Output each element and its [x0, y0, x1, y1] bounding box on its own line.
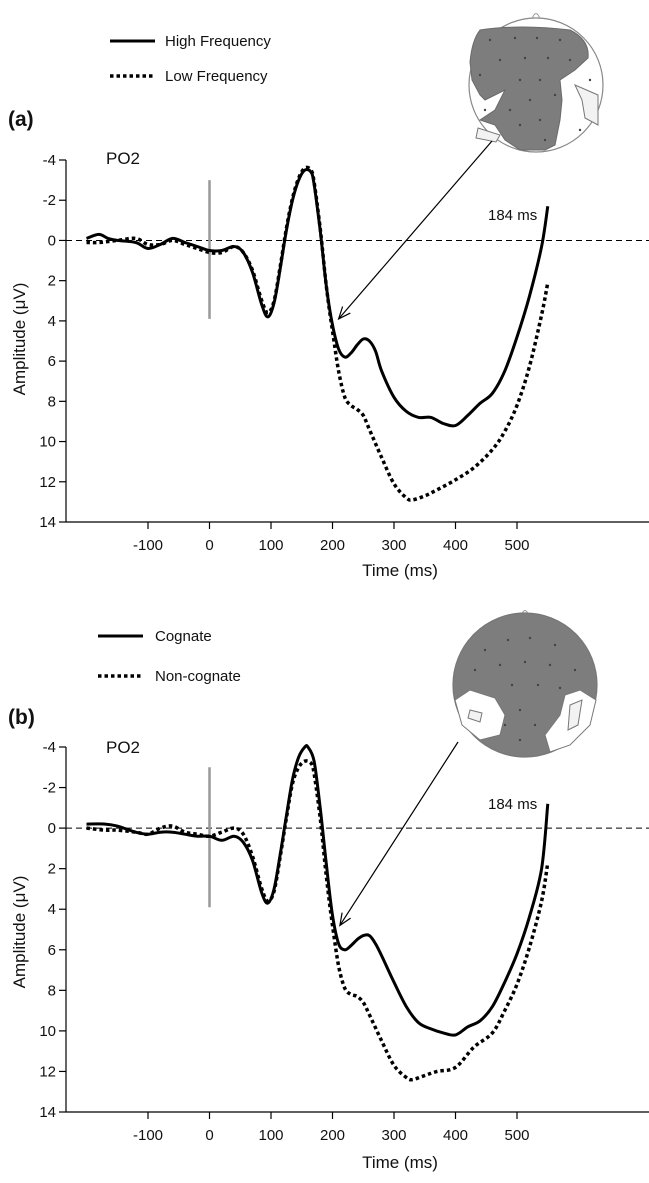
scalp-topography-map-a [468, 13, 604, 153]
y-tick-label: 4 [48, 901, 56, 918]
y-tick-label: 12 [39, 474, 56, 491]
legend-label-cognate: Cognate [155, 628, 212, 645]
x-tick-label: -100 [133, 537, 163, 554]
x-tick-label: 500 [504, 537, 529, 554]
y-tick-label: 14 [39, 1104, 56, 1121]
latency-annotation-a: 184 ms [488, 207, 537, 224]
y-tick-label: 6 [48, 353, 56, 370]
series-line-high-frequency [85, 167, 550, 428]
panel-label-a: (a) [8, 108, 34, 131]
x-tick-label: -100 [133, 1127, 163, 1144]
panel-label-b: (b) [8, 706, 35, 729]
x-axis-label-a: Time (ms) [362, 561, 438, 580]
axes-a: -4 -2 0 2 4 6 8 10 12 14 -100 0 100 200 300 400 500 [39, 152, 649, 554]
annotation-arrowhead-a [337, 306, 351, 321]
y-tick-label: 8 [48, 982, 56, 999]
annotation-arrow-a [338, 140, 493, 320]
x-tick-label: 200 [320, 1127, 345, 1144]
annotation-arrowhead-b [339, 912, 351, 927]
y-tick-label: 10 [39, 434, 56, 451]
y-tick-label: -4 [43, 152, 56, 169]
panel-b: Cognate Non-cognate (b) PO2 184 ms -4 -2 0… [8, 610, 649, 1172]
plot-a [66, 165, 649, 502]
y-tick-label: 2 [48, 861, 56, 878]
legend-label-low-frequency: Low Frequency [165, 68, 268, 85]
channel-label-a: PO2 [106, 149, 140, 168]
y-axis-label-b: Amplitude (μV) [10, 876, 29, 989]
latency-annotation-b: 184 ms [488, 796, 537, 813]
series-line-non-cognate [86, 759, 550, 1082]
legend-a: High Frequency Low Frequency [110, 33, 271, 85]
legend-label-non-cognate: Non-cognate [155, 668, 241, 685]
y-tick-label: 2 [48, 273, 56, 290]
y-tick-label: 0 [48, 232, 56, 249]
y-tick-label: 10 [39, 1023, 56, 1040]
y-tick-label: 0 [48, 820, 56, 837]
y-tick-label: 4 [48, 313, 56, 330]
channel-label-b: PO2 [106, 738, 140, 757]
x-tick-label: 300 [381, 537, 406, 554]
y-tick-label: -4 [43, 739, 56, 756]
panel-a: High Frequency Low Frequency (a) PO2 184… [8, 13, 649, 580]
x-tick-label: 200 [320, 537, 345, 554]
x-axis-label-b: Time (ms) [362, 1153, 438, 1172]
legend-label-high-frequency: High Frequency [165, 33, 271, 50]
plot-b [66, 743, 649, 1082]
y-tick-label: -2 [43, 192, 56, 209]
legend-b: Cognate Non-cognate [98, 628, 241, 685]
x-tick-label: 0 [205, 537, 213, 554]
x-tick-label: 300 [381, 1127, 406, 1144]
y-tick-label: 8 [48, 393, 56, 410]
y-tick-label: 6 [48, 942, 56, 959]
x-tick-label: 400 [443, 1127, 468, 1144]
axes-b: -4 -2 0 2 4 6 8 10 12 14 -100 0 100 200 300 400 500 [39, 739, 649, 1144]
y-tick-label: -2 [43, 780, 56, 797]
x-tick-label: 100 [258, 1127, 283, 1144]
x-tick-label: 400 [443, 537, 468, 554]
x-tick-label: 500 [504, 1127, 529, 1144]
series-line-low-frequency [86, 165, 550, 502]
y-axis-label-a: Amplitude (μV) [10, 283, 29, 396]
y-tick-label: 12 [39, 1063, 56, 1080]
scalp-topography-map-b [452, 610, 598, 758]
annotation-arrow-b [339, 741, 459, 926]
x-tick-label: 100 [258, 537, 283, 554]
y-tick-label: 14 [39, 514, 56, 531]
x-tick-label: 0 [205, 1127, 213, 1144]
